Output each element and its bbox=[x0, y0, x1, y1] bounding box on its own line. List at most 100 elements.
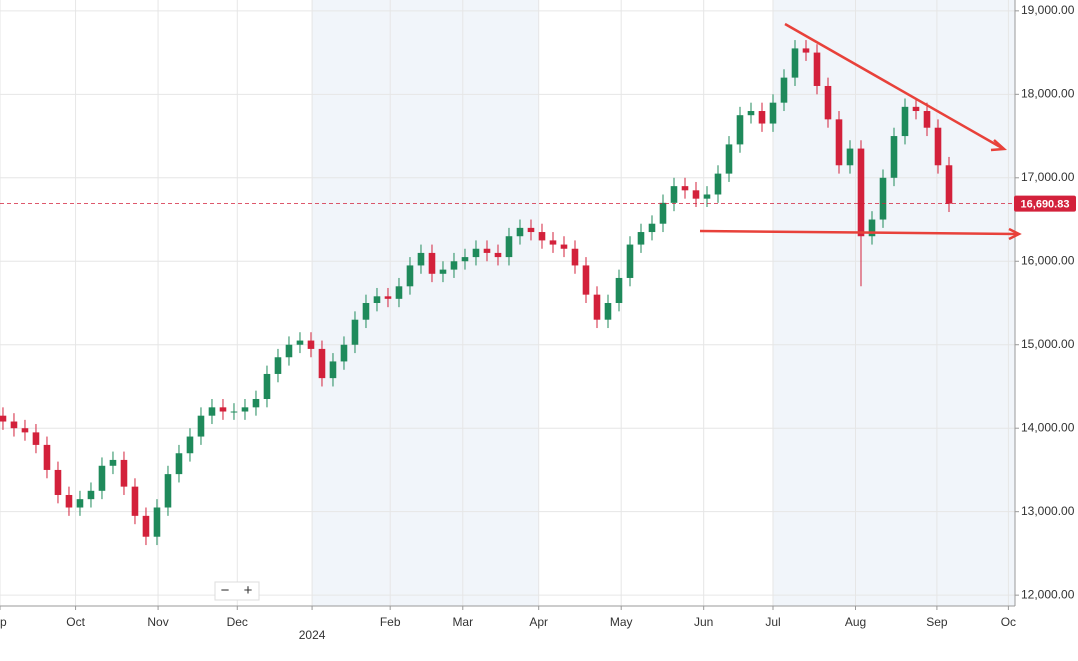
candle-body bbox=[175, 453, 183, 475]
x-tick-label: Nov bbox=[147, 615, 168, 629]
y-tick-label: 16,000.00 bbox=[1021, 253, 1075, 267]
candle-body bbox=[912, 106, 920, 112]
candle-body bbox=[307, 340, 315, 349]
last-price-tag bbox=[1014, 195, 1076, 212]
candle-body bbox=[241, 407, 249, 412]
candle-body bbox=[703, 194, 711, 199]
candle-body bbox=[340, 344, 348, 362]
candle-body bbox=[0, 415, 7, 422]
candle-body bbox=[890, 136, 898, 178]
candle-body bbox=[186, 436, 194, 454]
trend-annotation bbox=[699, 22, 1022, 241]
candle-body bbox=[362, 303, 370, 320]
candle-body bbox=[395, 286, 403, 299]
candle-body bbox=[626, 244, 634, 278]
y-tick-label: 12,000.00 bbox=[1021, 587, 1075, 601]
zoom-in-button[interactable]: + bbox=[244, 582, 253, 599]
candle-body bbox=[494, 252, 502, 258]
candle-body bbox=[857, 148, 865, 237]
candle-body bbox=[835, 119, 843, 166]
candle-body bbox=[109, 459, 117, 466]
candle-body bbox=[593, 294, 601, 320]
candle-body bbox=[505, 236, 513, 258]
candle-body bbox=[780, 77, 788, 103]
candle-body bbox=[131, 486, 139, 516]
candle-body bbox=[373, 296, 381, 303]
candle-body bbox=[747, 111, 755, 116]
candle-body bbox=[923, 111, 931, 128]
candle-body bbox=[571, 248, 579, 266]
candle-body bbox=[252, 398, 260, 408]
candle-body bbox=[472, 248, 480, 258]
candle-body bbox=[208, 407, 216, 416]
candle-body bbox=[329, 361, 337, 379]
candle-body bbox=[868, 219, 876, 237]
candle-body bbox=[483, 248, 491, 253]
period-shade bbox=[312, 0, 539, 606]
y-tick-label: 17,000.00 bbox=[1021, 170, 1075, 184]
candle-body bbox=[824, 85, 832, 120]
candle-body bbox=[758, 111, 766, 124]
candle-body bbox=[670, 186, 678, 203]
candle-body bbox=[406, 265, 414, 287]
candle-body bbox=[285, 344, 293, 358]
candle-body bbox=[153, 507, 161, 537]
candle-body bbox=[615, 277, 623, 303]
candle-body bbox=[714, 173, 722, 195]
candle-body bbox=[681, 186, 689, 191]
x-tick-label: May bbox=[610, 615, 633, 629]
y-tick-label: 19,000.00 bbox=[1021, 3, 1075, 17]
candle-body bbox=[725, 144, 733, 174]
candle-body bbox=[43, 444, 51, 470]
candle-body bbox=[604, 303, 612, 320]
x-tick-label: Feb bbox=[380, 615, 401, 629]
candle-body bbox=[98, 465, 106, 491]
candle-body bbox=[516, 227, 524, 237]
candle-body bbox=[21, 428, 29, 433]
candle-body bbox=[120, 459, 128, 487]
y-tick-label: 13,000.00 bbox=[1021, 504, 1075, 518]
candle-body bbox=[846, 148, 854, 166]
candle-body bbox=[87, 490, 95, 500]
candle-body bbox=[417, 252, 425, 266]
candle-body bbox=[296, 340, 304, 345]
candle-body bbox=[637, 232, 645, 245]
candle-body bbox=[274, 357, 282, 374]
candle-body bbox=[879, 177, 887, 220]
y-tick-label: 15,000.00 bbox=[1021, 337, 1075, 351]
candle-body bbox=[549, 240, 557, 245]
last-price-label: 16,690.83 bbox=[1021, 199, 1070, 211]
x-tick-label: Apr bbox=[529, 615, 548, 629]
x-tick-label: Oct bbox=[66, 615, 85, 629]
candle-body bbox=[76, 499, 84, 508]
candle-body bbox=[10, 421, 18, 429]
candle-body bbox=[428, 252, 436, 274]
candle-body bbox=[461, 257, 469, 262]
candle-body bbox=[692, 190, 700, 199]
candle-body bbox=[527, 227, 535, 233]
x-tick-label: Mar bbox=[452, 615, 473, 629]
candle-body bbox=[450, 261, 458, 270]
candle-body bbox=[945, 165, 953, 204]
candle-body bbox=[648, 223, 656, 233]
x-tick-label: 2024 bbox=[299, 628, 326, 642]
y-tick-label: 14,000.00 bbox=[1021, 420, 1075, 434]
candle-body bbox=[802, 48, 810, 53]
candle-body bbox=[384, 296, 392, 299]
candle-body bbox=[901, 106, 909, 137]
candle-body bbox=[142, 515, 150, 537]
x-tick-label: ep bbox=[0, 615, 7, 629]
candle-body bbox=[582, 265, 590, 295]
zoom-out-button[interactable]: − bbox=[221, 582, 230, 599]
y-tick-label: 18,000.00 bbox=[1021, 86, 1075, 100]
candle-body bbox=[538, 232, 546, 241]
x-tick-label: Oc bbox=[1001, 615, 1016, 629]
x-tick-label: Jun bbox=[694, 615, 713, 629]
candle-body bbox=[934, 127, 942, 166]
x-tick-label: Dec bbox=[227, 615, 248, 629]
candle-body bbox=[813, 52, 821, 86]
candle-body bbox=[263, 373, 271, 399]
candle-body bbox=[439, 269, 447, 274]
